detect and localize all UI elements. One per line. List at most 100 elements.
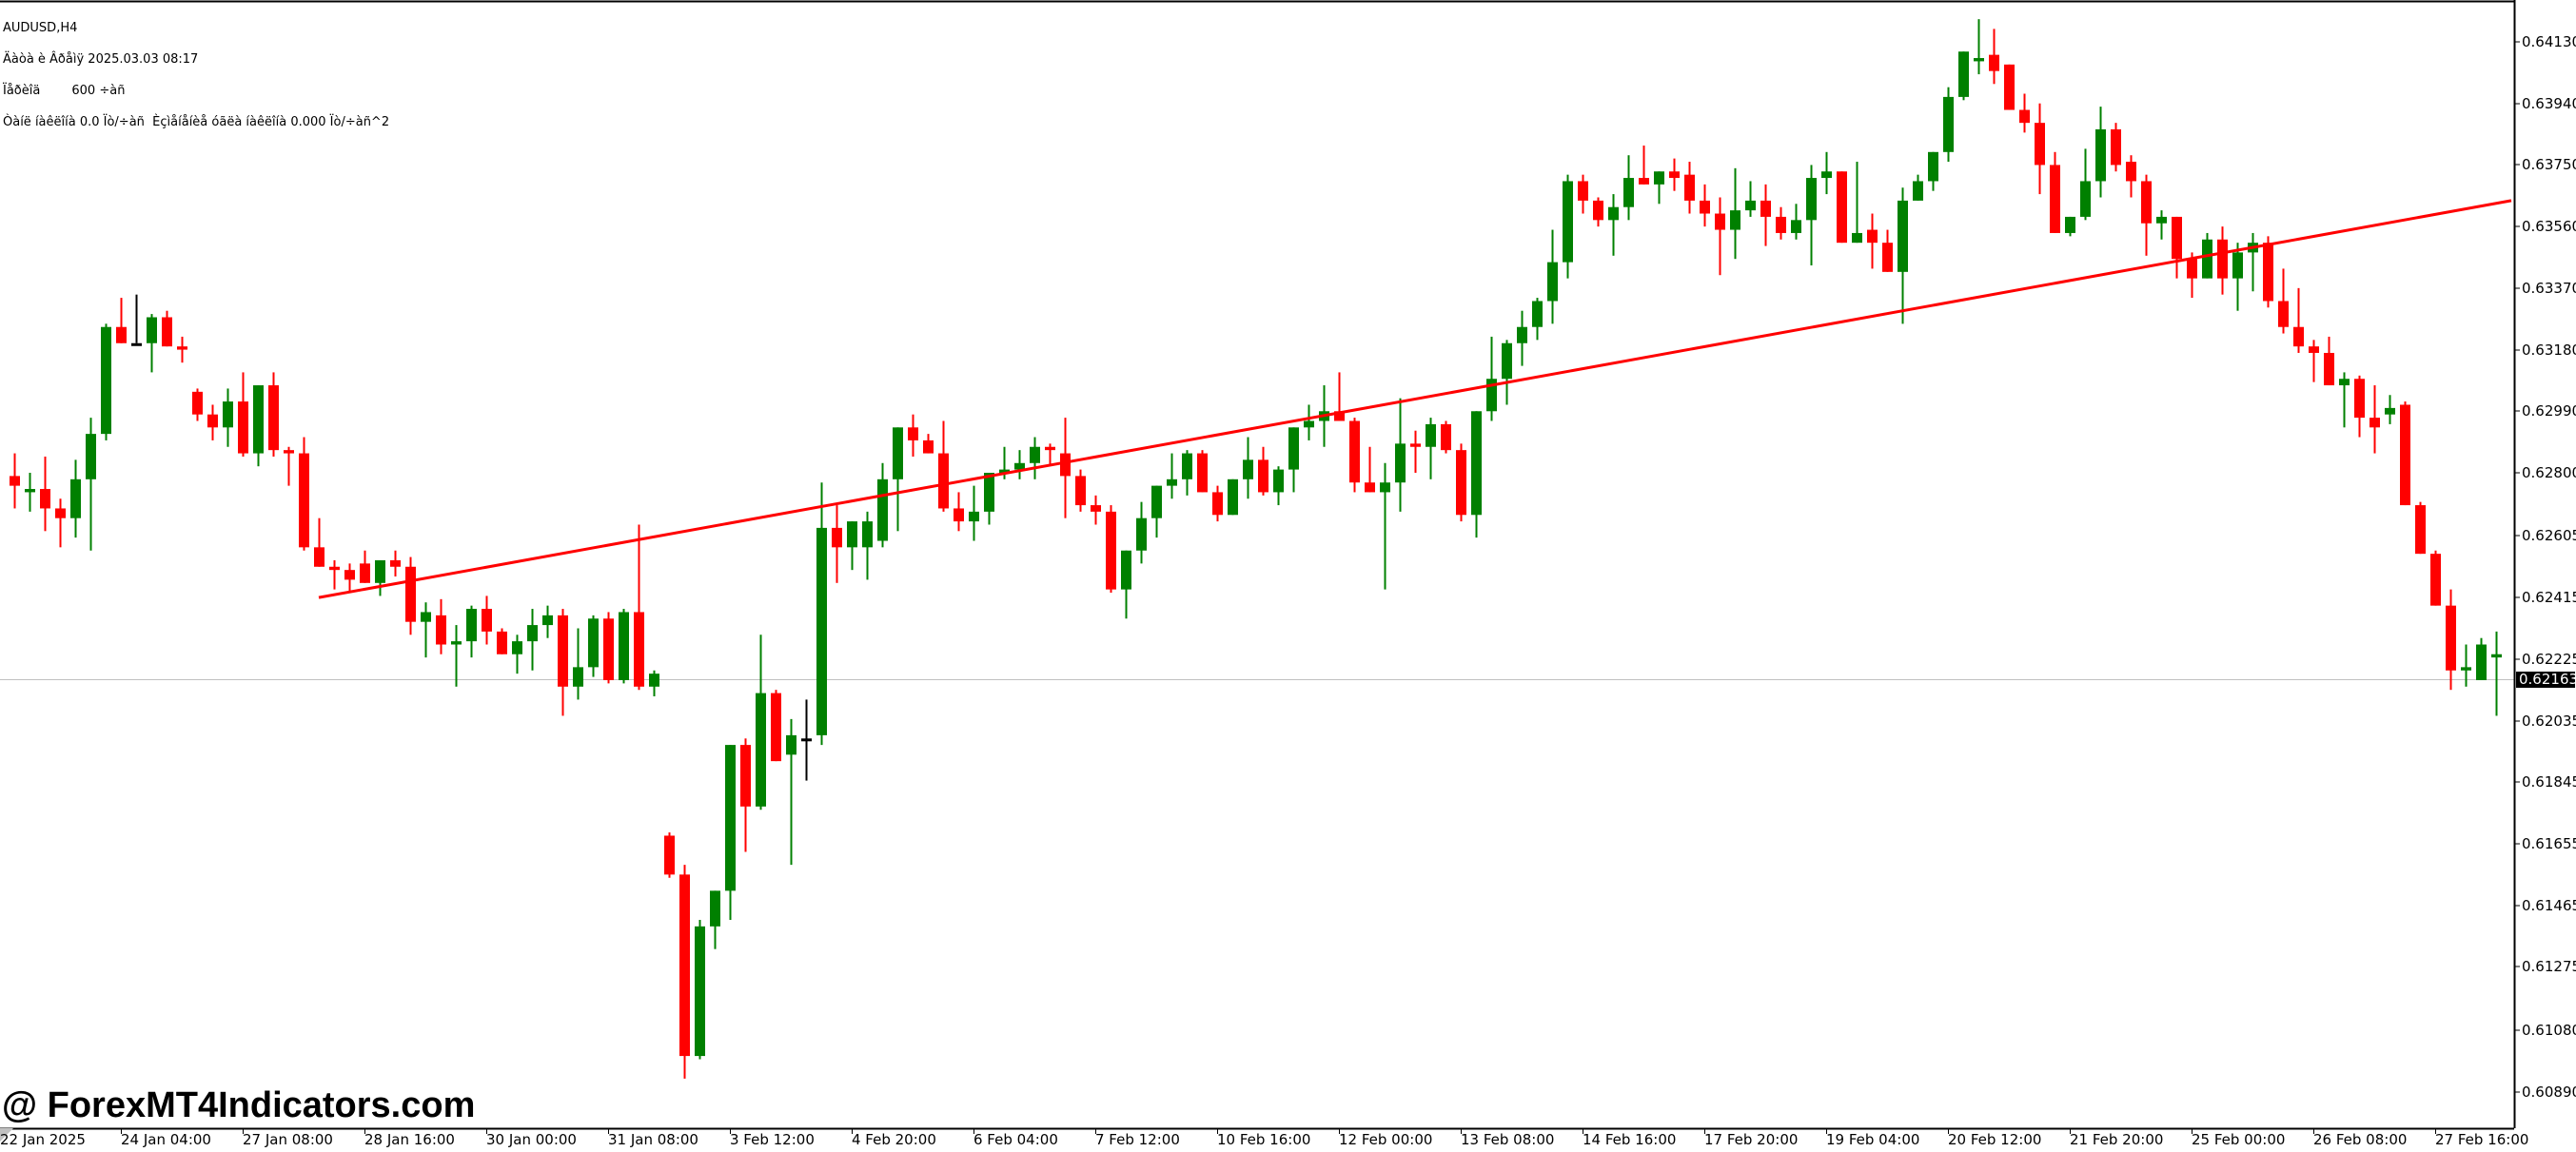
candle	[1167, 453, 1177, 499]
price-tick-label: 0.63940	[2522, 95, 2576, 112]
time-axis[interactable]: 22 Jan 2025 24 Jan 04:00 27 Jan 08:00 28 Ja…	[0, 1128, 2528, 1148]
candle	[131, 294, 142, 346]
candle	[86, 418, 96, 551]
candle	[2095, 107, 2106, 198]
candle	[1365, 446, 1375, 493]
candle	[238, 372, 248, 457]
candle	[451, 625, 462, 687]
candle	[984, 472, 994, 525]
candle	[801, 699, 812, 781]
candle	[466, 605, 477, 658]
candle	[55, 498, 66, 548]
candle	[2309, 340, 2319, 382]
candle	[1791, 204, 1801, 240]
candle	[664, 832, 675, 878]
candle	[527, 609, 538, 671]
candle	[908, 414, 918, 457]
time-tick-label: 4 Feb 20:00	[852, 1131, 936, 1148]
candle	[2263, 236, 2273, 308]
time-tick-label: 27 Feb 16:00	[2435, 1131, 2528, 1148]
candle	[192, 388, 203, 421]
time-tick-label: 20 Feb 12:00	[1948, 1131, 2041, 1148]
candle	[314, 517, 324, 567]
candle	[1639, 145, 1649, 185]
candle	[299, 437, 309, 551]
candle	[1776, 206, 1786, 240]
candle	[284, 446, 294, 486]
candle	[1700, 184, 1710, 227]
candle	[1806, 165, 1817, 266]
candle	[2217, 226, 2228, 295]
candle	[634, 524, 644, 691]
chart-info-panel: AUDUSD,H4 Äàòà è Âðåìÿ 2025.03.03 08:17 …	[3, 2, 389, 148]
candle	[1212, 485, 1223, 522]
candle	[2400, 401, 2410, 506]
candle	[1821, 151, 1832, 195]
info-slope: Òàíë íàêëîíà 0.0 Ïò/÷àñ Èçìåíåíèå óãëà í…	[3, 115, 390, 129]
candle	[877, 462, 888, 548]
candle	[679, 865, 690, 1079]
candle	[1182, 450, 1192, 496]
candle	[1760, 184, 1771, 246]
candle	[2156, 210, 2167, 240]
price-axis[interactable]: 0.64130 0.63940 0.63750 0.63560 0.63370 0.631…	[2514, 33, 2576, 1101]
candle	[1441, 420, 1451, 454]
candle	[2339, 372, 2350, 428]
candle	[40, 456, 50, 532]
price-tick-label: 0.64130	[2522, 33, 2576, 50]
candle	[558, 609, 568, 716]
candle	[1456, 443, 1466, 522]
time-tick-label: 3 Feb 12:00	[730, 1131, 815, 1148]
candle	[1121, 550, 1131, 619]
candle	[740, 738, 751, 852]
svg-text:0.62163: 0.62163	[2519, 671, 2576, 688]
candle	[1593, 197, 1603, 227]
price-tick-label: 0.63750	[2522, 156, 2576, 173]
price-tick-label: 0.62035	[2522, 713, 2576, 730]
candle	[1943, 87, 1954, 163]
candle	[2232, 243, 2243, 311]
price-tick-label: 0.62225	[2522, 651, 2576, 668]
time-tick-label: 19 Feb 04:00	[1826, 1131, 1919, 1148]
candle	[2293, 287, 2304, 353]
candle	[1273, 466, 1284, 506]
candle	[405, 556, 416, 635]
candle	[1669, 158, 1680, 191]
candle	[1898, 187, 1908, 324]
candlesticks	[10, 19, 2502, 1079]
candle	[1075, 469, 1086, 512]
candle	[2172, 216, 2182, 279]
price-tick-label: 0.62800	[2522, 464, 2576, 481]
candle	[710, 890, 720, 949]
candle	[207, 404, 218, 440]
candle	[268, 372, 279, 457]
candle	[1974, 19, 1984, 75]
candle	[2080, 148, 2091, 221]
candle	[1486, 336, 1497, 421]
candle	[2354, 375, 2365, 438]
candle	[1426, 418, 1436, 479]
candle	[482, 596, 492, 645]
candle	[1288, 427, 1299, 493]
candle	[2430, 550, 2441, 606]
candle	[1243, 437, 1253, 499]
time-tick-label: 17 Feb 20:00	[1704, 1131, 1798, 1148]
candle	[1715, 197, 1725, 276]
candle	[1654, 171, 1664, 205]
candle	[177, 336, 187, 363]
info-datetime: Äàòà è Âðåìÿ 2025.03.03 08:17	[3, 52, 199, 67]
time-tick-label: 13 Feb 08:00	[1461, 1131, 1554, 1148]
candle	[923, 434, 934, 454]
candle	[390, 550, 401, 576]
candle	[2278, 268, 2289, 334]
time-tick-label: 25 Feb 00:00	[2192, 1131, 2285, 1148]
time-tick-label: 31 Jan 08:00	[608, 1131, 698, 1148]
candle	[147, 314, 157, 373]
candle	[1471, 411, 1482, 538]
candle	[1395, 398, 1406, 512]
candle	[786, 718, 796, 866]
candle	[1502, 340, 1512, 405]
candle	[1882, 229, 1893, 272]
